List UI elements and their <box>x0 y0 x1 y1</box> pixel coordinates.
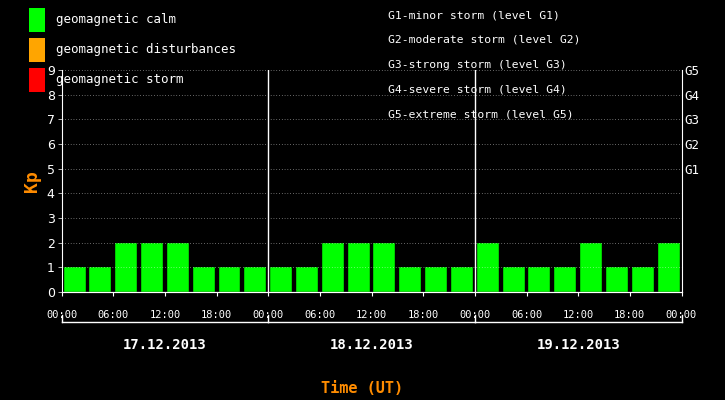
Bar <box>296 267 318 292</box>
Text: Time (UT): Time (UT) <box>321 381 404 396</box>
Bar <box>425 267 447 292</box>
Text: 00:00: 00:00 <box>459 310 491 320</box>
Bar <box>64 267 86 292</box>
Text: 18.12.2013: 18.12.2013 <box>330 338 413 352</box>
Bar <box>270 267 292 292</box>
Text: 00:00: 00:00 <box>666 310 697 320</box>
Bar <box>115 243 137 292</box>
Text: 00:00: 00:00 <box>252 310 284 320</box>
Bar <box>89 267 112 292</box>
Text: G3-strong storm (level G3): G3-strong storm (level G3) <box>388 60 567 70</box>
Bar <box>399 267 421 292</box>
Text: 19.12.2013: 19.12.2013 <box>536 338 620 352</box>
Text: 12:00: 12:00 <box>356 310 387 320</box>
Text: 06:00: 06:00 <box>511 310 542 320</box>
Bar <box>193 267 215 292</box>
Bar <box>477 243 499 292</box>
Text: G2-moderate storm (level G2): G2-moderate storm (level G2) <box>388 35 581 45</box>
Text: 18:00: 18:00 <box>201 310 232 320</box>
Text: 06:00: 06:00 <box>304 310 336 320</box>
Text: 12:00: 12:00 <box>563 310 594 320</box>
Text: G5-extreme storm (level G5): G5-extreme storm (level G5) <box>388 109 573 119</box>
Bar <box>167 243 188 292</box>
Text: 00:00: 00:00 <box>46 310 78 320</box>
Bar <box>348 243 370 292</box>
Bar <box>141 243 163 292</box>
Bar <box>631 267 654 292</box>
Text: 17.12.2013: 17.12.2013 <box>123 338 207 352</box>
Bar <box>451 267 473 292</box>
Text: G1-minor storm (level G1): G1-minor storm (level G1) <box>388 10 560 20</box>
Text: 12:00: 12:00 <box>149 310 181 320</box>
Text: G4-severe storm (level G4): G4-severe storm (level G4) <box>388 84 567 94</box>
Bar <box>606 267 628 292</box>
Bar <box>373 243 395 292</box>
Bar <box>658 243 679 292</box>
Text: geomagnetic storm: geomagnetic storm <box>56 74 183 86</box>
Y-axis label: Kp: Kp <box>23 170 41 192</box>
Bar <box>244 267 266 292</box>
Bar <box>529 267 550 292</box>
Text: geomagnetic disturbances: geomagnetic disturbances <box>56 44 236 56</box>
Text: 18:00: 18:00 <box>407 310 439 320</box>
Bar <box>322 243 344 292</box>
Text: geomagnetic calm: geomagnetic calm <box>56 14 176 26</box>
Bar <box>218 267 241 292</box>
Text: 18:00: 18:00 <box>614 310 645 320</box>
Bar <box>555 267 576 292</box>
Bar <box>580 243 602 292</box>
Bar <box>502 267 525 292</box>
Text: 06:00: 06:00 <box>98 310 129 320</box>
